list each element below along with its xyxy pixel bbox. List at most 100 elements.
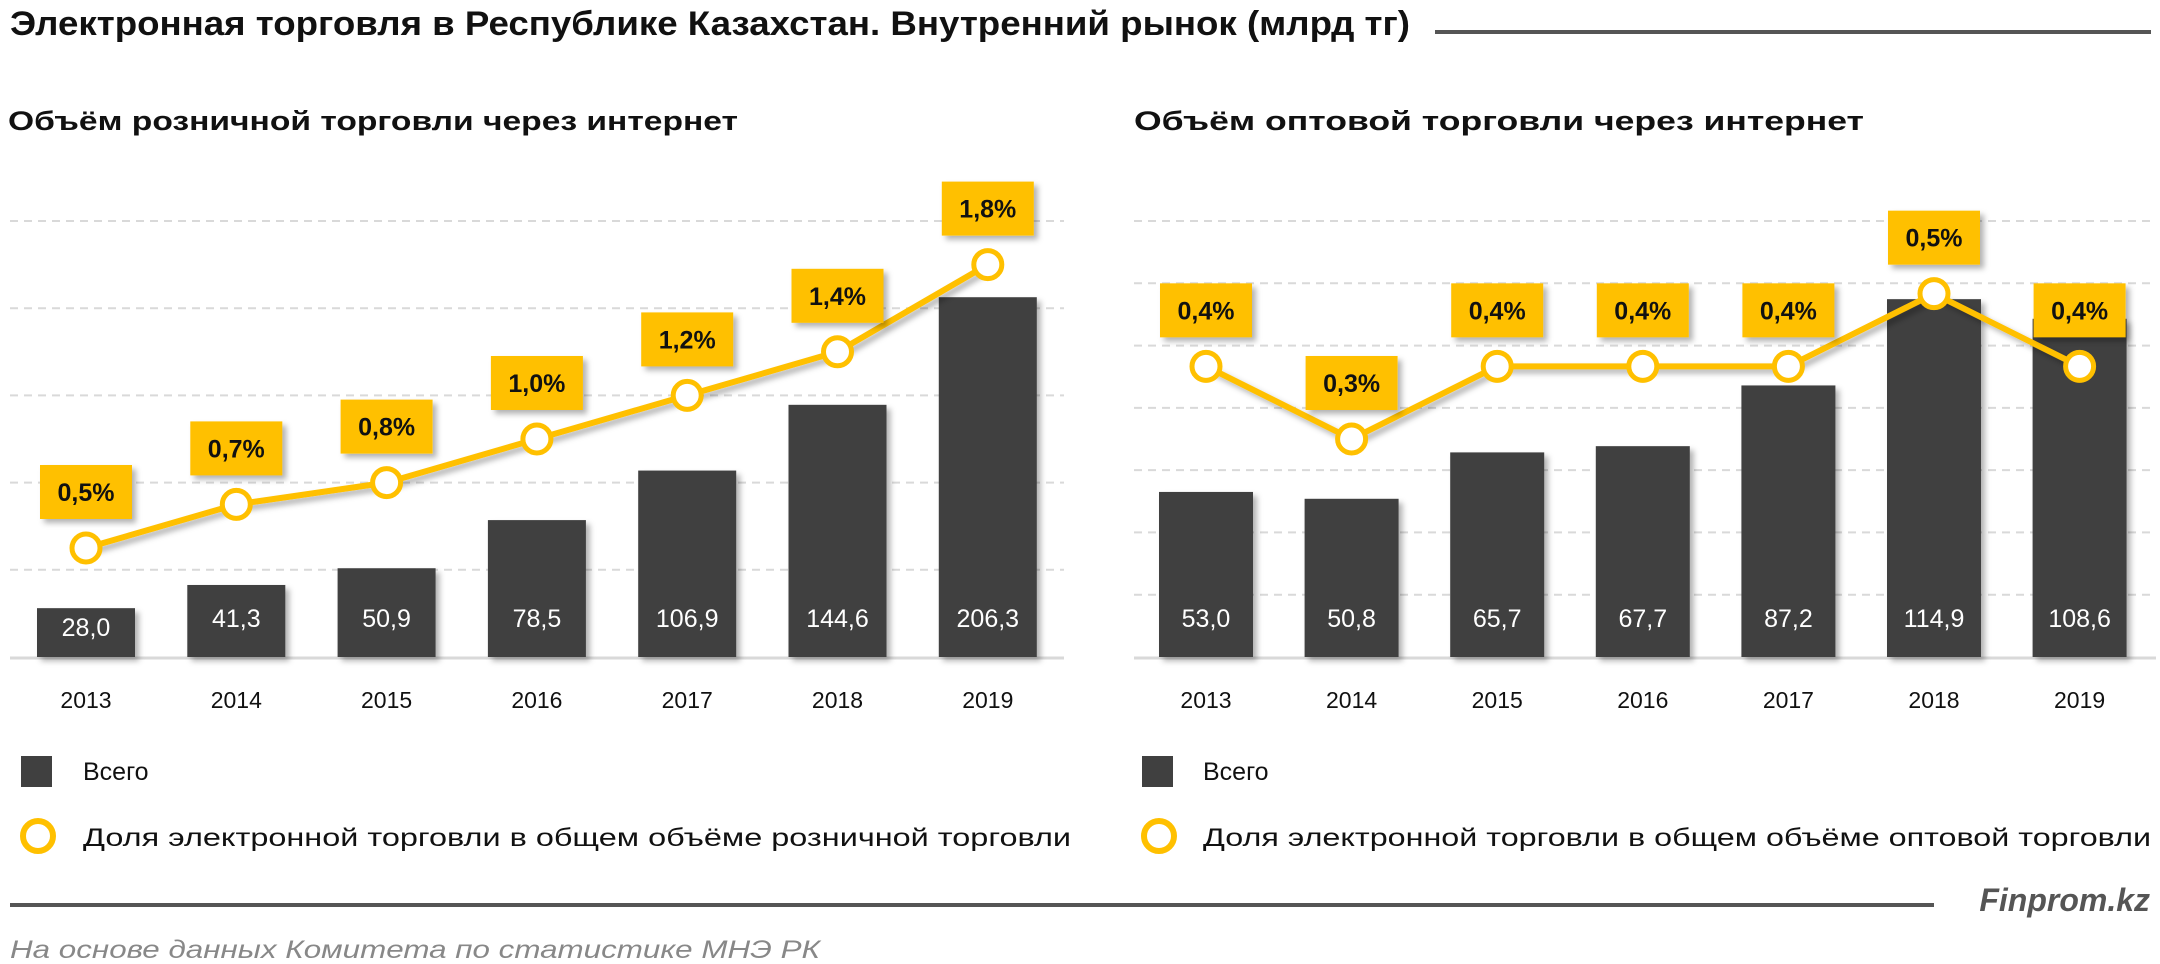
line-marker-2017 [670, 378, 704, 412]
share-label: 0,5% [58, 479, 115, 507]
bar-2019 [938, 297, 1037, 657]
x-tick-label: 2019 [2054, 687, 2105, 713]
share-label-box [490, 356, 583, 410]
x-tick-label: 2014 [1326, 687, 1377, 713]
line-marker-2014 [1335, 422, 1369, 456]
x-tick-label: 2018 [1908, 687, 1959, 713]
x-tick-label: 2016 [511, 687, 562, 713]
bar-2016 [487, 520, 586, 657]
bar-value-label: 50,9 [362, 605, 411, 633]
share-label-box [641, 312, 734, 367]
bar-2018 [788, 404, 887, 657]
bar-value-label: 28,0 [62, 614, 111, 642]
share-label-box [1742, 283, 1835, 338]
bar-value-label: 206,3 [957, 605, 1020, 633]
line-marker-2015 [370, 466, 404, 500]
bar-value-label: 78,5 [513, 605, 562, 633]
share-label-box [2033, 283, 2126, 338]
line-marker-2018 [1917, 277, 1951, 311]
share-label: 0,5% [1906, 225, 1963, 253]
bar-2016 [1595, 446, 1690, 657]
x-tick-label: 2013 [60, 687, 111, 713]
share-label-box [40, 465, 132, 519]
bar-2013 [1159, 491, 1253, 657]
line-marker-2019 [2063, 349, 2097, 383]
share-label: 0,4% [1469, 297, 1526, 325]
bar-value-label: 67,7 [1618, 605, 1667, 633]
line-marker-2013 [1189, 349, 1223, 383]
chart-title: Объём розничной торговли через интернет [8, 106, 738, 136]
x-tick-label: 2014 [211, 687, 262, 713]
x-tick-label: 2013 [1180, 687, 1231, 713]
bar-value-label: 87,2 [1764, 605, 1813, 633]
legend-line-label: Доля электронной торговли в общем объёме… [1203, 824, 2151, 852]
bar-2015 [337, 568, 436, 657]
share-label-box [1596, 283, 1689, 338]
bar-2014 [1304, 498, 1399, 657]
x-tick-label: 2015 [361, 687, 412, 713]
x-tick-label: 2015 [1472, 687, 1523, 713]
share-label: 1,4% [809, 283, 866, 311]
x-tick-label: 2019 [962, 687, 1013, 713]
legend-bar-swatch [21, 756, 52, 787]
share-label: 1,2% [659, 326, 716, 354]
bar-2018 [1887, 299, 1981, 657]
line-marker-2013 [69, 531, 103, 565]
share-label: 0,3% [1323, 370, 1380, 398]
x-tick-label: 2017 [1763, 687, 1814, 713]
bar-2013 [37, 608, 135, 657]
source-note: На основе данных Комитета по статистике … [10, 936, 822, 964]
legend-line-label: Доля электронной торговли в общем объёме… [83, 824, 1071, 852]
share-label-box [340, 399, 433, 454]
line-marker-2014 [219, 487, 253, 521]
share-label: 0,4% [2051, 297, 2108, 325]
share-label: 1,0% [508, 370, 565, 398]
line-marker-2015 [1480, 349, 1514, 383]
bar-2014 [187, 584, 286, 657]
bar-value-label: 41,3 [212, 605, 261, 633]
legend-line-marker-icon [1141, 818, 1177, 854]
line-marker-2018 [821, 335, 854, 369]
bar-value-label: 65,7 [1473, 605, 1522, 633]
legend-bar-label: Всего [83, 758, 149, 786]
bar-value-label: 114,9 [1904, 605, 1965, 633]
bar-2017 [1741, 385, 1836, 657]
share-label: 0,7% [208, 435, 265, 463]
footer-rule [10, 903, 1934, 907]
bar-value-label: 50,8 [1327, 605, 1376, 633]
bar-value-label: 53,0 [1182, 605, 1231, 633]
brand-logo: Finprom.kz [1979, 882, 2150, 918]
line-marker-2019 [971, 248, 1005, 282]
line-marker-2017 [1771, 349, 1805, 383]
title-rule [1435, 30, 2151, 34]
legend-line-marker-icon [20, 818, 56, 854]
share-label-box [1160, 283, 1252, 338]
share-label-box [791, 268, 884, 323]
retail-chart: Объём розничной торговли через интернет 2… [8, 106, 1071, 854]
line-marker-2016 [1626, 349, 1660, 383]
wholesale-chart: Объём оптовой торговли через интернет 53,… [1134, 106, 2156, 854]
x-tick-label: 2017 [662, 687, 713, 713]
share-label-box [941, 181, 1034, 236]
share-label-box [1888, 210, 1980, 265]
line-marker-2016 [520, 422, 554, 456]
share-label: 0,8% [358, 414, 415, 442]
bar-value-label: 108,6 [2048, 605, 2111, 633]
chart-title: Объём оптовой торговли через интернет [1134, 106, 1864, 136]
legend-bar-swatch [1142, 756, 1173, 787]
share-label-box [1451, 283, 1544, 338]
share-label: 0,4% [1760, 297, 1817, 325]
share-label: 1,8% [959, 196, 1016, 224]
share-label-box [1305, 356, 1398, 410]
bar-value-label: 144,6 [806, 605, 869, 633]
bar-2015 [1450, 452, 1545, 657]
share-label: 0,4% [1178, 297, 1235, 325]
x-tick-label: 2018 [812, 687, 863, 713]
x-tick-label: 2016 [1617, 687, 1668, 713]
bar-2017 [638, 470, 737, 657]
share-label: 0,4% [1614, 297, 1671, 325]
bar-value-label: 106,9 [656, 605, 719, 633]
main-title: Электронная торговля в Республике Казахс… [10, 5, 1410, 43]
share-label-box [190, 421, 283, 476]
